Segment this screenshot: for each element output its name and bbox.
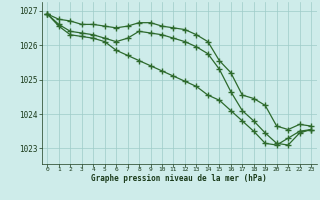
X-axis label: Graphe pression niveau de la mer (hPa): Graphe pression niveau de la mer (hPa): [91, 174, 267, 183]
